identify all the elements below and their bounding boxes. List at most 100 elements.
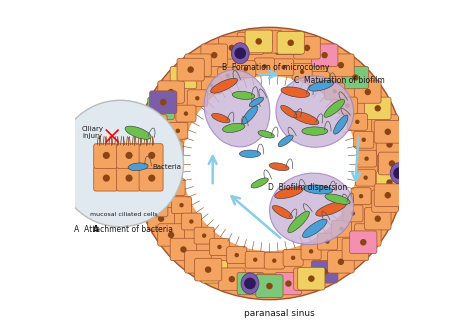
FancyBboxPatch shape <box>255 58 274 75</box>
FancyBboxPatch shape <box>376 133 403 156</box>
Ellipse shape <box>231 43 249 64</box>
FancyBboxPatch shape <box>185 251 211 273</box>
FancyBboxPatch shape <box>150 91 177 113</box>
Circle shape <box>184 112 188 116</box>
FancyBboxPatch shape <box>158 224 184 246</box>
Ellipse shape <box>249 97 264 107</box>
Circle shape <box>360 239 366 246</box>
FancyBboxPatch shape <box>378 152 406 175</box>
Circle shape <box>57 100 183 227</box>
Circle shape <box>321 268 328 275</box>
FancyBboxPatch shape <box>148 97 174 119</box>
FancyBboxPatch shape <box>264 252 284 269</box>
Circle shape <box>168 89 174 95</box>
Ellipse shape <box>390 163 408 184</box>
FancyBboxPatch shape <box>140 190 167 212</box>
Circle shape <box>226 73 230 78</box>
FancyBboxPatch shape <box>277 31 304 54</box>
FancyBboxPatch shape <box>201 44 228 66</box>
Ellipse shape <box>276 76 354 147</box>
Circle shape <box>352 246 359 253</box>
Circle shape <box>103 175 110 182</box>
FancyBboxPatch shape <box>148 208 174 230</box>
FancyBboxPatch shape <box>275 272 302 295</box>
Circle shape <box>285 280 292 287</box>
Circle shape <box>235 253 239 257</box>
Circle shape <box>170 166 174 171</box>
FancyBboxPatch shape <box>227 247 247 264</box>
FancyBboxPatch shape <box>356 169 376 186</box>
Circle shape <box>146 141 153 148</box>
FancyBboxPatch shape <box>236 61 256 77</box>
FancyBboxPatch shape <box>194 258 222 281</box>
Circle shape <box>287 40 294 46</box>
Circle shape <box>382 123 388 129</box>
Circle shape <box>393 167 405 179</box>
Circle shape <box>103 152 110 159</box>
Circle shape <box>389 160 395 167</box>
FancyBboxPatch shape <box>294 268 320 290</box>
Circle shape <box>321 52 328 59</box>
FancyBboxPatch shape <box>354 131 374 148</box>
Circle shape <box>151 202 157 209</box>
Circle shape <box>180 246 187 253</box>
FancyBboxPatch shape <box>177 58 204 81</box>
FancyBboxPatch shape <box>318 233 337 250</box>
FancyBboxPatch shape <box>298 267 325 290</box>
Ellipse shape <box>210 78 237 93</box>
FancyBboxPatch shape <box>162 160 182 177</box>
Text: Ciliary
injury: Ciliary injury <box>82 126 104 139</box>
Circle shape <box>158 215 164 222</box>
Circle shape <box>228 45 235 51</box>
FancyBboxPatch shape <box>94 144 118 168</box>
Text: mucosal ciliated cells: mucosal ciliated cells <box>90 212 157 217</box>
Circle shape <box>285 40 292 47</box>
Circle shape <box>365 156 369 161</box>
FancyBboxPatch shape <box>342 66 369 89</box>
FancyBboxPatch shape <box>165 179 185 196</box>
Circle shape <box>352 74 359 81</box>
Circle shape <box>384 129 391 135</box>
FancyBboxPatch shape <box>310 72 329 89</box>
Circle shape <box>211 268 218 275</box>
FancyBboxPatch shape <box>365 208 391 230</box>
FancyBboxPatch shape <box>94 166 118 191</box>
Circle shape <box>309 249 313 254</box>
FancyBboxPatch shape <box>185 54 211 76</box>
Circle shape <box>151 123 157 129</box>
Circle shape <box>244 278 256 289</box>
FancyBboxPatch shape <box>136 171 163 194</box>
Circle shape <box>304 276 310 282</box>
Circle shape <box>345 103 350 108</box>
Circle shape <box>362 138 366 142</box>
Ellipse shape <box>241 273 259 294</box>
Ellipse shape <box>281 105 297 118</box>
Ellipse shape <box>303 185 333 194</box>
Circle shape <box>126 175 133 182</box>
Circle shape <box>146 179 153 186</box>
FancyBboxPatch shape <box>273 59 294 76</box>
Ellipse shape <box>211 113 230 123</box>
Circle shape <box>266 283 273 289</box>
FancyBboxPatch shape <box>140 115 167 137</box>
Circle shape <box>308 275 315 282</box>
FancyBboxPatch shape <box>163 141 183 158</box>
Circle shape <box>168 232 174 238</box>
Text: B  Formation of microcolony: B Formation of microcolony <box>222 63 330 72</box>
Ellipse shape <box>269 163 289 171</box>
Circle shape <box>244 67 248 71</box>
FancyBboxPatch shape <box>256 31 283 53</box>
Circle shape <box>228 276 235 282</box>
FancyBboxPatch shape <box>133 152 161 175</box>
Ellipse shape <box>325 194 350 204</box>
Circle shape <box>195 62 201 68</box>
Circle shape <box>272 258 276 263</box>
Circle shape <box>388 160 394 167</box>
FancyBboxPatch shape <box>350 231 377 254</box>
FancyBboxPatch shape <box>311 44 338 66</box>
FancyBboxPatch shape <box>275 32 302 55</box>
FancyBboxPatch shape <box>294 37 320 59</box>
FancyBboxPatch shape <box>347 113 367 130</box>
FancyBboxPatch shape <box>218 67 238 84</box>
FancyBboxPatch shape <box>141 194 168 217</box>
